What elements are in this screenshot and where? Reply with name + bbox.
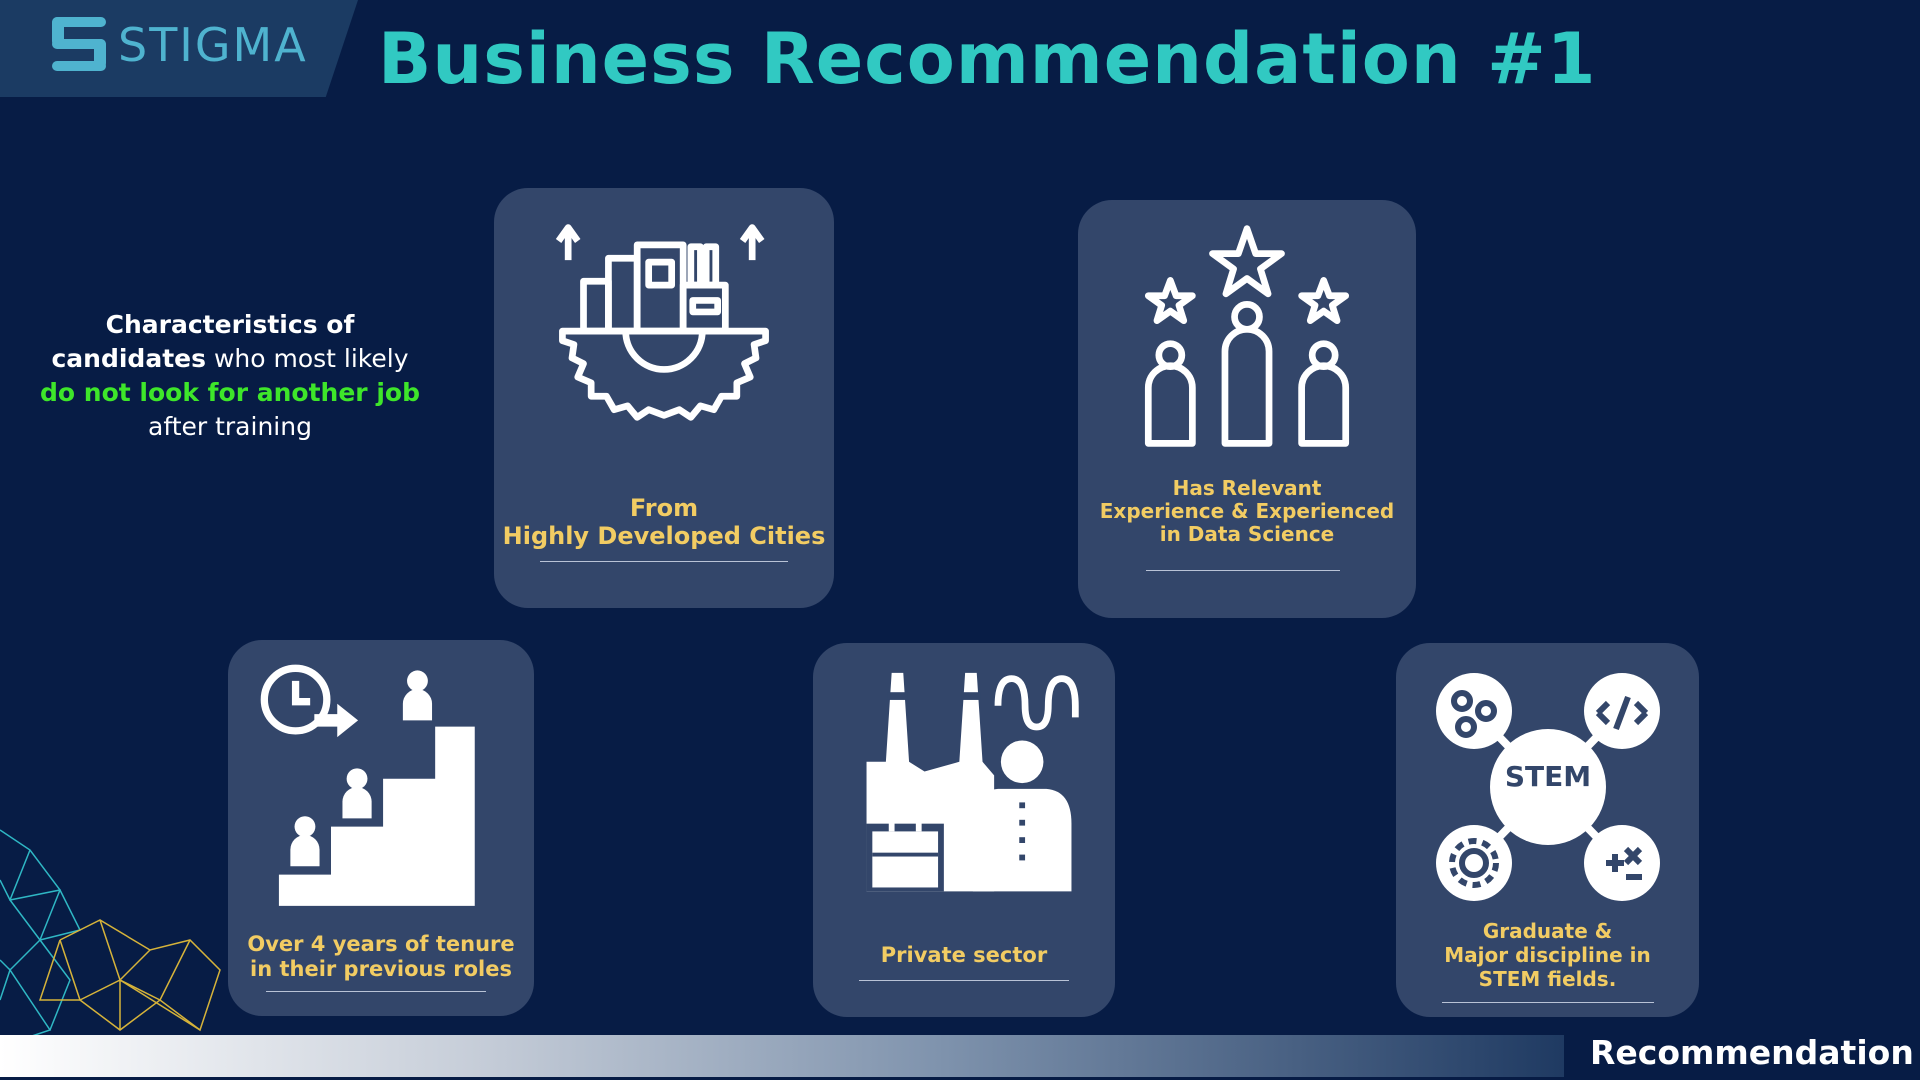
card-relevant-experience: Has Relevant Experience & Experienced in… [1078,200,1416,618]
footer-section-label: Recommendation [1590,1033,1914,1072]
card-4-caption-line-1: Private sector [880,943,1048,967]
card-5-caption: Graduate & Major discipline in STEM fiel… [1396,919,1699,991]
card-stem: STEM Graduate & Major discipline in STEM… [1396,643,1699,1017]
card-tenure: Over 4 years of tenure in their previous… [228,640,534,1016]
card-1-caption: From Highly Developed Cities [494,494,834,550]
card-2-caption-line-1: Has Relevant [1172,476,1322,500]
page-title: Business Recommendation #1 [378,18,1597,100]
card-5-underline [1442,1002,1654,1003]
card-3-caption-line-1: Over 4 years of tenure [247,932,515,956]
intro-candidates: candidates [51,344,206,373]
network-decoration-icon [0,829,221,1040]
stigma-s-logo-icon [52,17,106,71]
card-3-caption: Over 4 years of tenure in their previous… [228,932,534,982]
logo-text: STIGMA [118,18,308,72]
card-4-caption: Private sector [813,942,1115,968]
intro-line-4: after training [148,412,312,441]
card-2-caption-line-3: in Data Science [1159,522,1335,546]
stem-network-icon [1436,673,1660,901]
card-2-caption: Has Relevant Experience & Experienced in… [1078,477,1416,546]
card-5-caption-line-3: STEM fields. [1478,967,1617,991]
stem-badge: STEM [1504,760,1592,793]
card-3-caption-line-2: in their previous roles [250,957,512,981]
card-1-caption-line-1: From [629,494,699,522]
intro-highlight: do not look for another job [40,378,420,407]
developed-city-gear-icon [555,224,769,421]
tenure-stairs-icon [260,664,475,906]
card-developed-cities: From Highly Developed Cities [494,188,834,608]
intro-line-2: candidates who most likely [20,342,440,376]
card-4-underline [859,980,1069,981]
card-2-underline [1146,570,1340,571]
factory-businessman-icon [866,672,1079,892]
ranked-people-stars-icon [1144,225,1350,447]
intro-line-2-rest: who most likely [206,344,409,373]
card-3-underline [266,991,486,992]
card-2-caption-line-2: Experience & Experienced [1099,499,1395,523]
card-1-caption-line-2: Highly Developed Cities [502,522,826,550]
card-1-underline [540,561,788,562]
intro-line-1: Characteristics of [105,310,355,339]
intro-text: Characteristics of candidates who most l… [20,308,440,444]
card-private-sector: Private sector [813,643,1115,1017]
card-5-caption-line-1: Graduate & [1482,919,1613,943]
card-5-caption-line-2: Major discipline in [1444,943,1651,967]
footer-gradient-bar [0,1035,1564,1077]
